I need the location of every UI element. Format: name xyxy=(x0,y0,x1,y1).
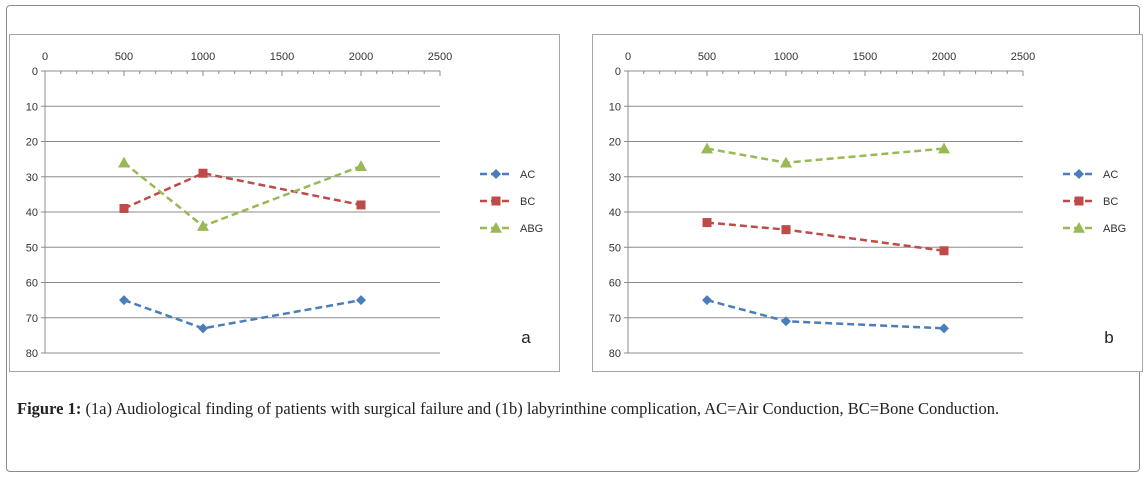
x-tick-label: 1500 xyxy=(853,51,877,63)
legend-marker-ac xyxy=(491,169,501,179)
x-tick-label: 500 xyxy=(698,51,716,63)
data-point-ac xyxy=(198,323,208,334)
chart-a: 0 500 1000 1500 2000 2500 0 10 20 30 40 50 60 70 80 AC B… xyxy=(26,51,543,360)
x-tick-label: 0 xyxy=(42,51,48,63)
y-tick-label: 0 xyxy=(32,66,38,78)
legend-label-ac: AC xyxy=(520,169,535,181)
x-tick-label: 500 xyxy=(115,51,133,63)
x-tick-label: 0 xyxy=(625,51,631,63)
data-point-bc xyxy=(119,203,129,213)
y-tick-label: 20 xyxy=(609,137,621,149)
y-tick-label: 10 xyxy=(609,101,621,113)
data-point-bc xyxy=(356,200,366,210)
y-tick-label: 50 xyxy=(26,242,38,254)
legend-label-abg: ABG xyxy=(1103,223,1126,235)
data-point-abg xyxy=(118,156,130,168)
legend-marker-bc xyxy=(1074,196,1084,206)
y-tick-label: 60 xyxy=(26,278,38,290)
data-point-bc xyxy=(198,168,208,178)
figure-caption: Figure 1: (1a) Audiological finding of p… xyxy=(17,398,1127,420)
y-tick-label: 30 xyxy=(26,172,38,184)
data-point-ac xyxy=(356,295,366,306)
x-tick-label: 1000 xyxy=(774,51,798,63)
data-point-ac xyxy=(702,295,712,306)
data-point-ac xyxy=(781,316,791,327)
y-tick-label: 40 xyxy=(609,207,621,219)
data-point-ac xyxy=(119,295,129,306)
legend-label-bc: BC xyxy=(1103,196,1118,208)
x-tick-label: 2500 xyxy=(428,51,452,63)
y-tick-label: 80 xyxy=(26,348,38,360)
x-tick-label: 2000 xyxy=(349,51,373,63)
panel-letter: b xyxy=(1104,328,1113,347)
chart-panel-b: 0 500 1000 1500 2000 2500 0 10 20 30 40 50 60 70 80 AC B… xyxy=(592,34,1143,372)
x-tick-label: 2500 xyxy=(1011,51,1035,63)
y-tick-label: 80 xyxy=(609,348,621,360)
y-tick-label: 50 xyxy=(609,242,621,254)
y-tick-label: 30 xyxy=(609,172,621,184)
data-point-bc xyxy=(939,246,949,256)
legend-marker-ac xyxy=(1074,169,1084,179)
legend-label-ac: AC xyxy=(1103,169,1118,181)
series-line-abg xyxy=(706,147,945,164)
caption-text: (1a) Audiological finding of patients wi… xyxy=(85,399,1000,418)
y-tick-label: 0 xyxy=(615,66,621,78)
series-line-ac xyxy=(123,298,362,330)
legend-marker-abg xyxy=(490,222,502,233)
x-tick-label: 2000 xyxy=(932,51,956,63)
caption-label: Figure 1: xyxy=(17,399,82,418)
data-point-abg xyxy=(197,220,209,231)
y-tick-label: 10 xyxy=(26,101,38,113)
series-line-bc xyxy=(123,171,362,210)
data-point-abg xyxy=(355,160,367,171)
x-tick-label: 1000 xyxy=(191,51,215,63)
data-point-abg xyxy=(780,156,792,168)
y-tick-label: 70 xyxy=(26,313,38,325)
legend-marker-abg xyxy=(1073,222,1085,233)
chart-b: 0 500 1000 1500 2000 2500 0 10 20 30 40 50 60 70 80 AC B… xyxy=(609,51,1126,360)
data-point-ac xyxy=(939,323,949,334)
data-point-bc xyxy=(781,225,791,235)
series-line-bc xyxy=(706,221,945,253)
series-line-abg xyxy=(123,161,362,228)
legend-label-bc: BC xyxy=(520,196,535,208)
x-tick-label: 1500 xyxy=(270,51,294,63)
y-tick-label: 40 xyxy=(26,207,38,219)
y-tick-label: 60 xyxy=(609,278,621,290)
legend-marker-bc xyxy=(491,196,501,206)
panel-letter: a xyxy=(521,328,531,347)
data-point-abg xyxy=(938,142,950,154)
chart-panel-a: 0 500 1000 1500 2000 2500 0 10 20 30 40 50 60 70 80 AC B… xyxy=(9,34,560,372)
y-tick-label: 70 xyxy=(609,313,621,325)
data-point-bc xyxy=(702,218,712,228)
y-tick-label: 20 xyxy=(26,137,38,149)
series-line-ac xyxy=(706,298,945,330)
data-point-abg xyxy=(701,142,713,154)
legend-label-abg: ABG xyxy=(520,223,543,235)
